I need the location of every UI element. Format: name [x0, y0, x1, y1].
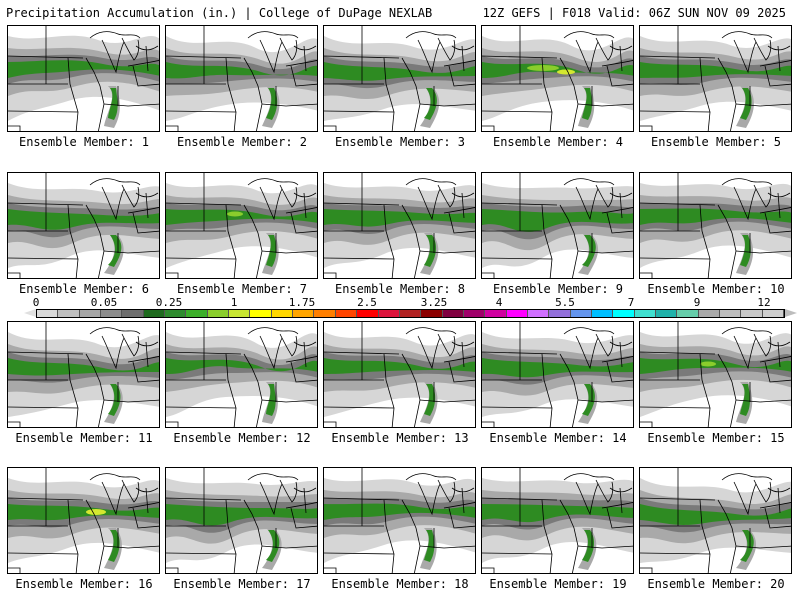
- colorbar-boxes: [36, 309, 785, 318]
- ensemble-member-map: [165, 467, 318, 574]
- colorbar-tick-label: 2.5: [357, 296, 377, 309]
- colorbar-tick-label: 12: [757, 296, 771, 309]
- colorbar-tick-label: 3.25: [420, 296, 448, 309]
- colorbar-swatch: [720, 310, 742, 317]
- ensemble-member-label: Ensemble Member: 11: [15, 431, 153, 445]
- ensemble-member-map: [639, 172, 792, 279]
- colorbar-swatch: [271, 310, 294, 317]
- ensemble-member-label: Ensemble Member: 8: [334, 282, 466, 296]
- colorbar-tick-label: 4: [495, 296, 503, 309]
- ensemble-member-map: [481, 25, 634, 132]
- colorbar-swatch: [101, 310, 123, 317]
- colorbar-swatch: [634, 310, 656, 317]
- colorbar-swatch: [463, 310, 486, 317]
- colorbar-swatch: [186, 310, 208, 317]
- ensemble-member-label: Ensemble Member: 1: [18, 135, 150, 149]
- colorbar: 0 0.05 0.25 1 1.75 2.5 3.25 4 5.5 7 9 12: [14, 296, 797, 322]
- colorbar-tick-label: 1.75: [288, 296, 316, 309]
- ensemble-member-map: [165, 321, 318, 428]
- ensemble-member-label: Ensemble Member: 17: [173, 577, 311, 591]
- ensemble-member-label: Ensemble Member: 5: [650, 135, 782, 149]
- ensemble-member-label: Ensemble Member: 15: [647, 431, 785, 445]
- colorbar-swatch: [357, 310, 379, 317]
- colorbar-swatch: [741, 310, 763, 317]
- colorbar-tick-label: 7: [627, 296, 635, 309]
- colorbar-swatch: [591, 310, 614, 317]
- ensemble-member-label: Ensemble Member: 6: [18, 282, 150, 296]
- ensemble-member-label: Ensemble Member: 2: [176, 135, 308, 149]
- ensemble-member-map: [323, 172, 476, 279]
- colorbar-swatch: [549, 310, 571, 317]
- colorbar-swatch: [207, 310, 230, 317]
- ensemble-member-map: [7, 25, 160, 132]
- ensemble-member-label: Ensemble Member: 10: [647, 282, 785, 296]
- colorbar-swatch: [378, 310, 400, 317]
- colorbar-tick-label: 0.05: [90, 296, 118, 309]
- chart-title: Precipitation Accumulation (in.) | Colle…: [6, 6, 433, 20]
- ensemble-member-map: [323, 467, 476, 574]
- colorbar-swatch: [37, 310, 59, 317]
- colorbar-swatch: [655, 310, 678, 317]
- colorbar-swatch: [698, 310, 720, 317]
- colorbar-swatch: [165, 310, 187, 317]
- colorbar-swatch: [293, 310, 315, 317]
- ensemble-member-map: [165, 172, 318, 279]
- colorbar-swatch: [399, 310, 422, 317]
- ensemble-member-label: Ensemble Member: 14: [489, 431, 627, 445]
- ensemble-member-map: [481, 321, 634, 428]
- colorbar-swatch: [527, 310, 550, 317]
- colorbar-tick-label: 0: [32, 296, 40, 309]
- ensemble-member-label: Ensemble Member: 20: [647, 577, 785, 591]
- ensemble-member-label: Ensemble Member: 4: [492, 135, 624, 149]
- ensemble-member-map: [639, 321, 792, 428]
- colorbar-swatch: [485, 310, 507, 317]
- ensemble-member-label: Ensemble Member: 3: [334, 135, 466, 149]
- colorbar-swatch: [314, 310, 336, 317]
- colorbar-swatch: [506, 310, 528, 317]
- colorbar-tick-label: 5.5: [555, 296, 575, 309]
- ensemble-member-map: [481, 467, 634, 574]
- ensemble-member-map: [323, 25, 476, 132]
- colorbar-swatch: [677, 310, 699, 317]
- ensemble-member-label: Ensemble Member: 18: [331, 577, 469, 591]
- ensemble-member-label: Ensemble Member: 19: [489, 577, 627, 591]
- colorbar-swatch: [421, 310, 443, 317]
- ensemble-member-map: [7, 467, 160, 574]
- ensemble-member-map: [481, 172, 634, 279]
- colorbar-tick-label: 0.25: [155, 296, 183, 309]
- ensemble-member-label: Ensemble Member: 13: [331, 431, 469, 445]
- colorbar-swatch: [143, 310, 166, 317]
- colorbar-tick-label: 9: [693, 296, 701, 309]
- ensemble-member-label: Ensemble Member: 16: [15, 577, 153, 591]
- ensemble-member-label: Ensemble Member: 7: [176, 282, 308, 296]
- ensemble-member-label: Ensemble Member: 9: [492, 282, 624, 296]
- colorbar-swatch: [250, 310, 272, 317]
- colorbar-swatch: [122, 310, 144, 317]
- colorbar-swatch: [570, 310, 592, 317]
- ensemble-member-map: [323, 321, 476, 428]
- colorbar-swatch: [335, 310, 358, 317]
- ensemble-member-map: [639, 25, 792, 132]
- colorbar-swatch: [613, 310, 635, 317]
- colorbar-swatch: [79, 310, 102, 317]
- colorbar-swatch: [229, 310, 251, 317]
- ensemble-member-map: [165, 25, 318, 132]
- ensemble-member-label: Ensemble Member: 12: [173, 431, 311, 445]
- colorbar-swatch: [442, 310, 464, 317]
- run-valid-time: 12Z GEFS | F018 Valid: 06Z SUN NOV 09 20…: [482, 6, 786, 20]
- ensemble-member-map: [7, 321, 160, 428]
- colorbar-right-arrow: [785, 309, 797, 317]
- ensemble-member-map: [639, 467, 792, 574]
- colorbar-tick-label: 1: [230, 296, 238, 309]
- ensemble-member-map: [7, 172, 160, 279]
- colorbar-swatch: [58, 310, 80, 317]
- colorbar-swatch: [762, 310, 785, 317]
- colorbar-left-arrow: [24, 309, 36, 317]
